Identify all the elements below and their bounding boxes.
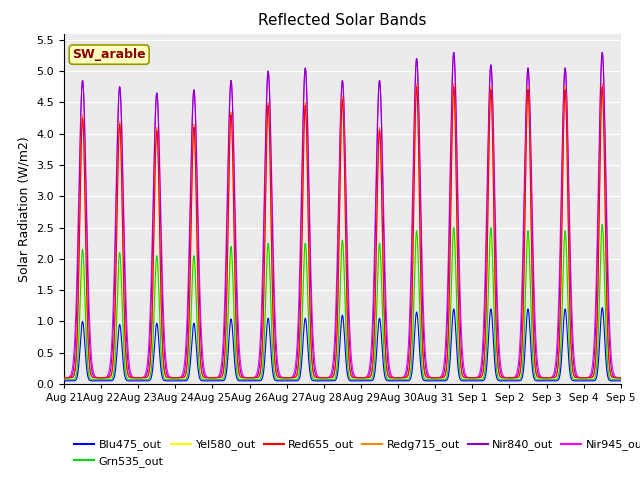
Nir945_out: [617, 375, 625, 381]
Redg715_out: [179, 374, 187, 380]
Nir945_out: [179, 369, 187, 374]
Blu475_out: [179, 378, 187, 384]
Y-axis label: Solar Radiation (W/m2): Solar Radiation (W/m2): [18, 136, 31, 282]
Text: SW_arable: SW_arable: [72, 48, 146, 61]
Redg715_out: [216, 375, 223, 381]
Line: Red655_out: Red655_out: [64, 87, 621, 378]
Red655_out: [616, 375, 624, 381]
Redg715_out: [60, 375, 68, 381]
Red655_out: [60, 375, 68, 381]
Line: Redg715_out: Redg715_out: [64, 84, 621, 378]
Yel580_out: [179, 377, 187, 383]
Blu475_out: [397, 378, 404, 384]
Grn535_out: [179, 377, 187, 383]
Blu475_out: [616, 378, 624, 384]
Nir945_out: [450, 49, 458, 55]
Red655_out: [413, 84, 420, 90]
Grn535_out: [616, 377, 624, 383]
Blu475_out: [564, 340, 572, 346]
Grn535_out: [397, 377, 404, 383]
Yel580_out: [564, 296, 572, 301]
Line: Nir840_out: Nir840_out: [64, 52, 621, 378]
Red655_out: [216, 375, 223, 381]
Blu475_out: [406, 376, 414, 382]
Red655_out: [617, 375, 625, 381]
Nir945_out: [397, 375, 404, 381]
Yel580_out: [616, 377, 624, 383]
Nir840_out: [60, 375, 68, 381]
Line: Blu475_out: Blu475_out: [64, 308, 621, 381]
Line: Grn535_out: Grn535_out: [64, 225, 621, 380]
Redg715_out: [406, 346, 414, 352]
Nir840_out: [616, 375, 624, 381]
Grn535_out: [60, 377, 68, 383]
Legend: Blu475_out, Grn535_out, Yel580_out, Red655_out, Redg715_out, Nir840_out, Nir945_: Blu475_out, Grn535_out, Yel580_out, Red6…: [70, 435, 640, 471]
Nir840_out: [617, 375, 625, 381]
Redg715_out: [617, 375, 625, 381]
Nir945_out: [616, 375, 624, 381]
Redg715_out: [413, 81, 420, 86]
Nir840_out: [564, 153, 572, 159]
Nir840_out: [216, 374, 223, 380]
Title: Reflected Solar Bands: Reflected Solar Bands: [258, 13, 427, 28]
Grn535_out: [406, 371, 414, 377]
Yel580_out: [216, 377, 223, 383]
Blu475_out: [216, 378, 223, 384]
Grn535_out: [598, 222, 606, 228]
Nir840_out: [397, 375, 404, 381]
Nir945_out: [406, 292, 414, 298]
Nir840_out: [179, 373, 187, 379]
Red655_out: [406, 353, 414, 359]
Grn535_out: [564, 292, 572, 298]
Nir840_out: [406, 319, 414, 324]
Grn535_out: [216, 377, 223, 383]
Red655_out: [397, 375, 404, 381]
Nir945_out: [564, 136, 572, 142]
Red655_out: [179, 375, 187, 381]
Blu475_out: [598, 305, 606, 311]
Grn535_out: [617, 377, 625, 383]
Redg715_out: [564, 189, 572, 195]
Nir945_out: [216, 372, 223, 377]
Red655_out: [564, 200, 572, 206]
Yel580_out: [60, 377, 68, 383]
Blu475_out: [60, 378, 68, 384]
Redg715_out: [616, 375, 624, 381]
Nir840_out: [450, 49, 458, 55]
Redg715_out: [397, 375, 404, 381]
Line: Yel580_out: Yel580_out: [64, 231, 621, 380]
Yel580_out: [598, 228, 606, 234]
Line: Nir945_out: Nir945_out: [64, 52, 621, 378]
Yel580_out: [617, 377, 625, 383]
Nir945_out: [60, 375, 68, 381]
Blu475_out: [617, 378, 625, 384]
Yel580_out: [397, 377, 404, 383]
Yel580_out: [406, 372, 414, 377]
